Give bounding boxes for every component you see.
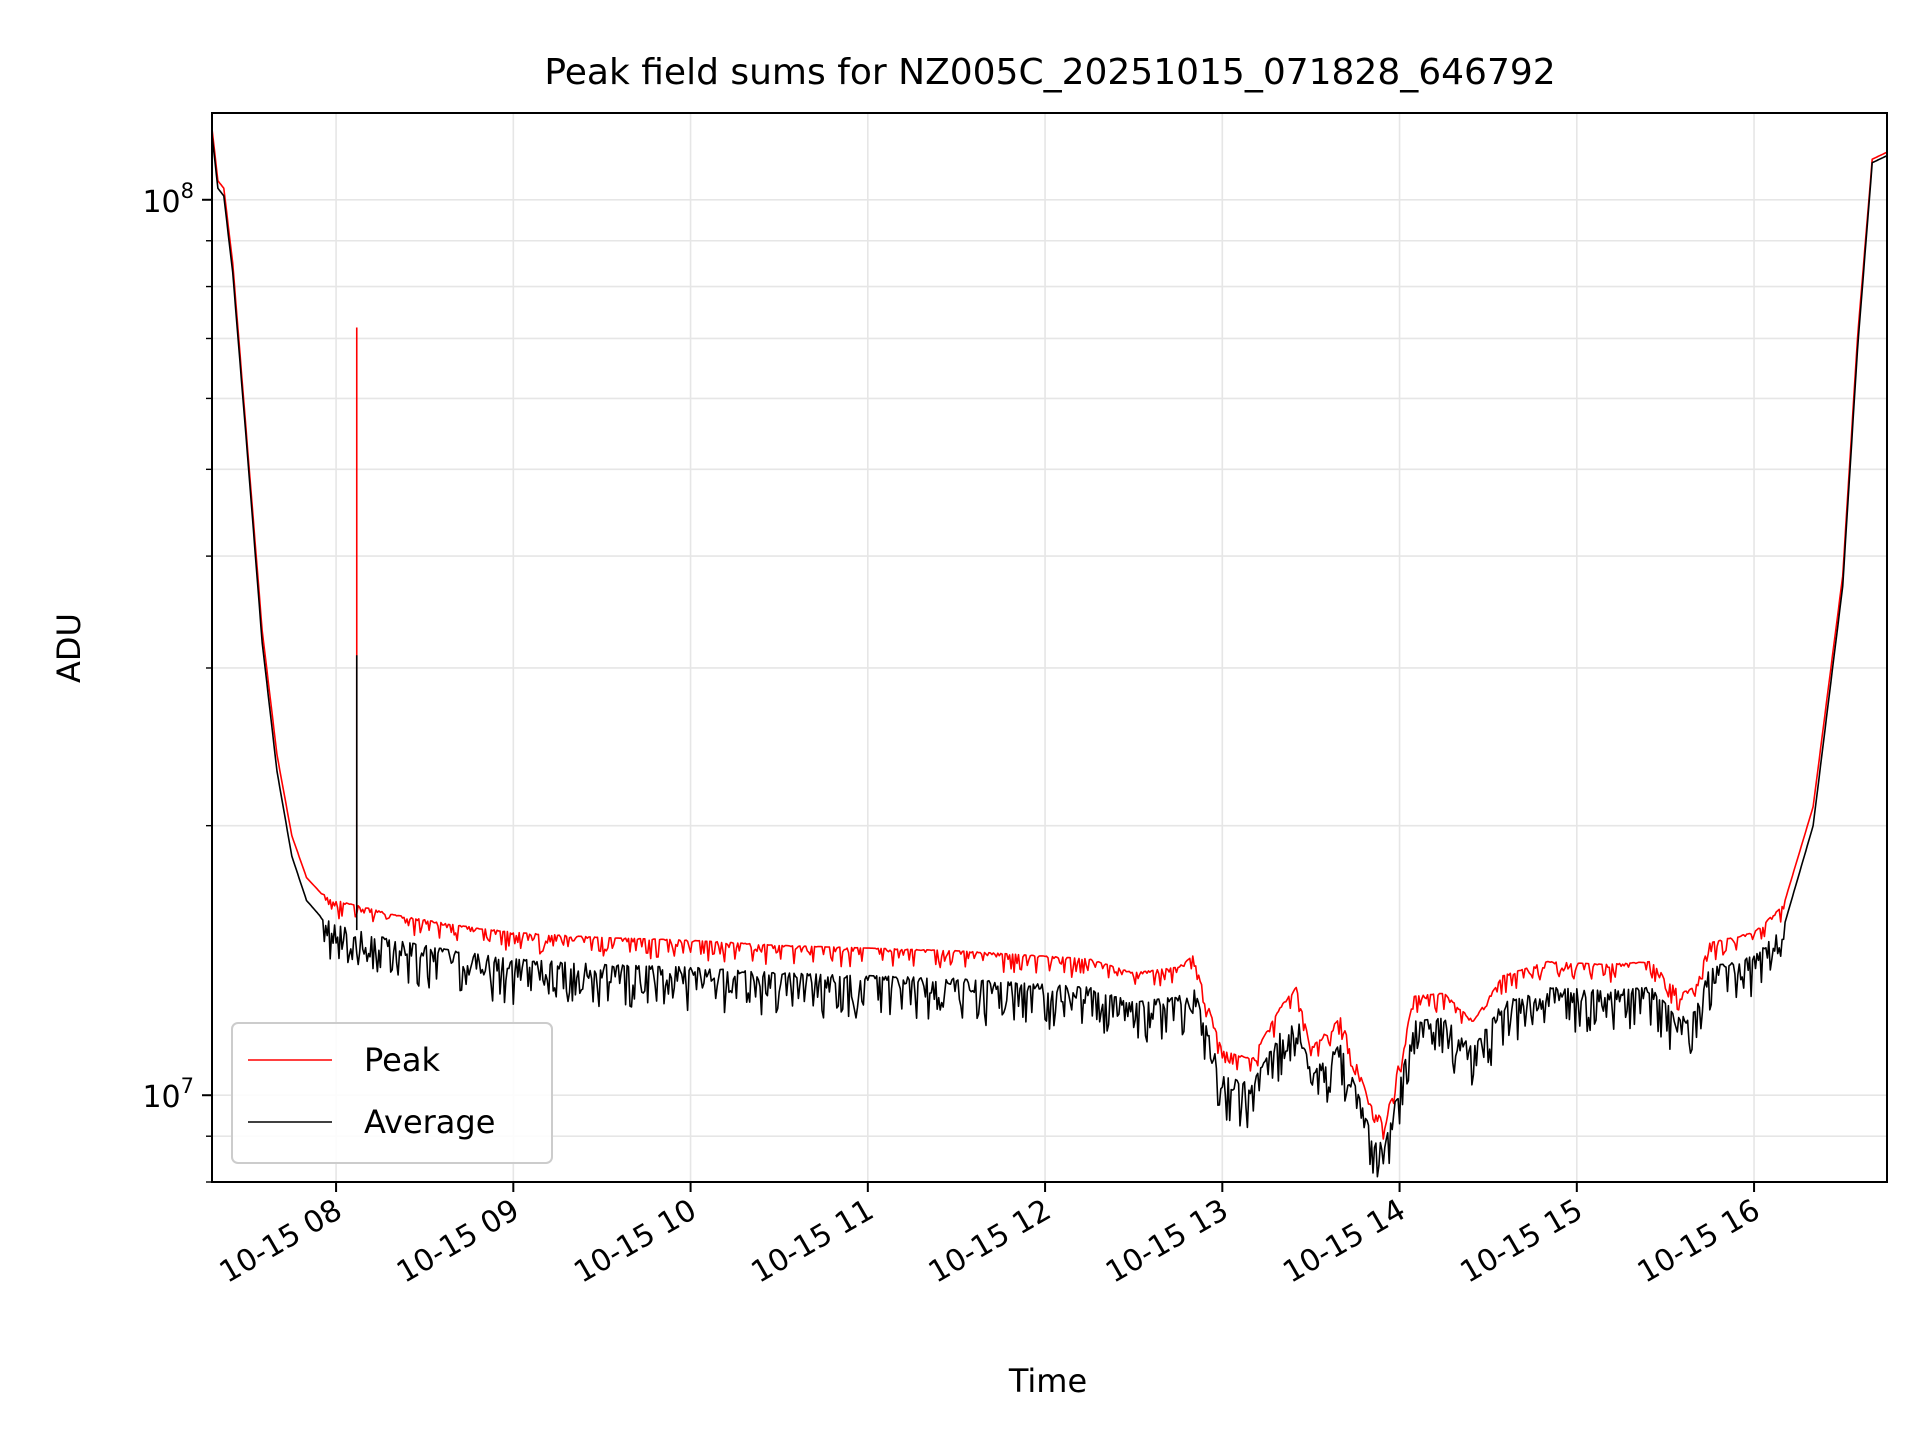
- y-tick-label: 107: [142, 1074, 194, 1115]
- y-tick-label-base: 10: [142, 1080, 180, 1115]
- x-axis-label: Time: [1008, 1362, 1087, 1400]
- y-axis-label: ADU: [50, 613, 88, 683]
- y-tick-label-base: 10: [142, 185, 180, 220]
- chart-title: Peak field sums for NZ005C_20251015_0718…: [544, 52, 1555, 93]
- y-tick-label-exponent: 8: [181, 179, 194, 203]
- plot-frame: [211, 112, 1888, 1183]
- legend-label-peak: Peak: [364, 1041, 440, 1079]
- y-tick-label-exponent: 7: [181, 1074, 194, 1098]
- series-line-peak: [211, 128, 1888, 1140]
- series-line-average: [211, 135, 1888, 1178]
- series-layer: [211, 128, 1888, 1178]
- y-tick-label: 108: [142, 179, 194, 220]
- legend-box: [231, 1022, 553, 1164]
- legend-label-average: Average: [364, 1103, 495, 1141]
- legend: Peak Average: [231, 1022, 553, 1164]
